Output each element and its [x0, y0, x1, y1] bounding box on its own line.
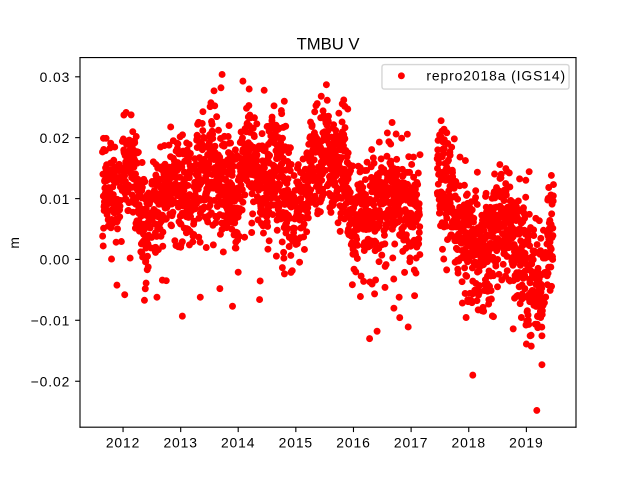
svg-text:2017: 2017 [394, 435, 428, 451]
svg-text:TMBU V: TMBU V [297, 34, 361, 53]
svg-text:m: m [6, 236, 22, 248]
svg-text:0.02: 0.02 [40, 130, 71, 146]
svg-text:−0.01: −0.01 [31, 313, 71, 329]
svg-text:2012: 2012 [106, 435, 140, 451]
svg-text:2019: 2019 [509, 435, 543, 451]
svg-text:2015: 2015 [279, 435, 313, 451]
svg-text:0.01: 0.01 [40, 191, 71, 207]
svg-text:2013: 2013 [163, 435, 197, 451]
svg-text:repro2018a (IGS14): repro2018a (IGS14) [426, 68, 566, 84]
svg-text:0.00: 0.00 [40, 252, 71, 268]
svg-text:−0.02: −0.02 [31, 374, 71, 390]
svg-text:2016: 2016 [336, 435, 370, 451]
svg-text:2018: 2018 [452, 435, 486, 451]
svg-text:0.03: 0.03 [40, 69, 71, 85]
svg-text:2014: 2014 [221, 435, 255, 451]
